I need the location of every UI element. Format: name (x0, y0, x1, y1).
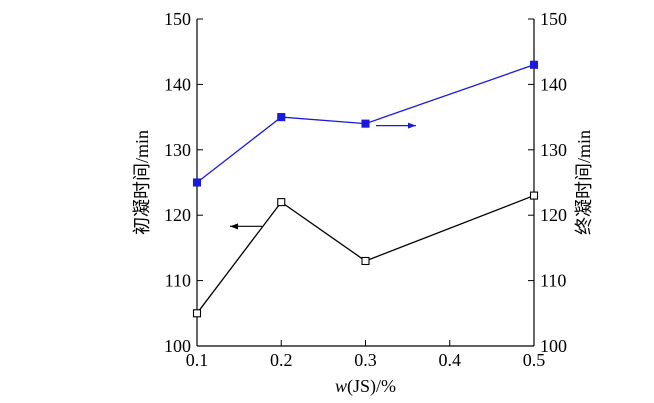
series-1-point (361, 119, 370, 128)
right-y-tick-label: 130 (540, 140, 567, 160)
left-y-tick-label: 110 (165, 271, 191, 291)
axis-arrows (230, 122, 416, 230)
left-y-tick-label: 120 (164, 205, 191, 225)
series-group (192, 60, 539, 318)
series-2-point (192, 309, 202, 318)
axes (196, 19, 535, 347)
series-1-point (192, 178, 202, 187)
x-tick-label: 0.2 (270, 350, 293, 370)
left-y-axis-title: 初凝时间/min (132, 130, 152, 235)
x-axis-title: w(JS)/% (335, 376, 396, 397)
left-y-tick-label: 150 (164, 9, 191, 29)
left-y-tick-label: 140 (164, 74, 191, 94)
series-2-line (196, 194, 535, 314)
right-axis-arrow-head (408, 122, 416, 129)
right-y-tick-label: 100 (540, 336, 567, 356)
right-y-axis-title: 终凝时间/min (574, 130, 594, 235)
series-1-line (196, 64, 535, 184)
left-y-tick-label: 100 (164, 336, 191, 356)
right-y-tick-label: 140 (540, 74, 567, 94)
left-y-tick-label: 130 (164, 140, 191, 160)
x-tick-label: 0.3 (354, 350, 377, 370)
ticks: 0.1 0.2 0.3 0.4 0.51001101201301401501001101… (164, 9, 567, 370)
series-1-point (277, 113, 286, 122)
series-1-point (529, 60, 539, 69)
series-2-point (529, 191, 539, 200)
right-y-tick-label: 120 (540, 205, 567, 225)
series-2-point (277, 198, 286, 207)
x-tick-label: 0.5 (523, 350, 546, 370)
axis-titles: w(JS)/% 初凝时间/min 终凝时间/min (132, 130, 594, 397)
x-tick-label: 0.1 (186, 350, 209, 370)
x-tick-label: 0.4 (439, 350, 462, 370)
right-y-tick-label: 150 (540, 9, 567, 29)
series-2-point (361, 256, 370, 266)
right-y-tick-label: 110 (540, 271, 566, 291)
left-axis-arrow-head (230, 223, 238, 230)
